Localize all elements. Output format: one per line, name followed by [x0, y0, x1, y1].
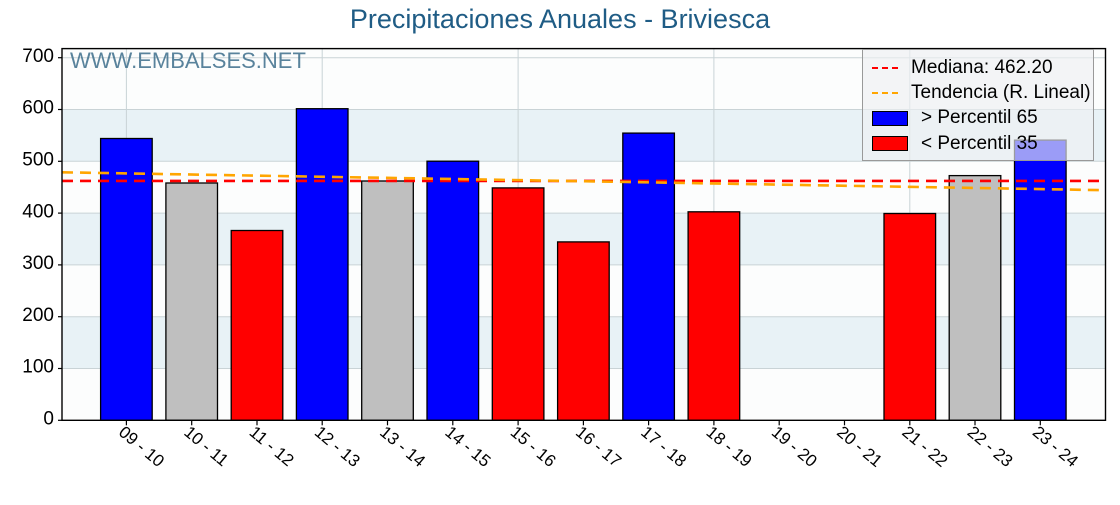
- svg-text:200: 200: [22, 305, 54, 326]
- svg-text:17 - 18: 17 - 18: [637, 422, 690, 471]
- svg-text:400: 400: [22, 201, 54, 222]
- svg-text:12 - 13: 12 - 13: [311, 422, 364, 471]
- svg-text:300: 300: [22, 253, 54, 274]
- svg-text:15 - 16: 15 - 16: [507, 422, 560, 471]
- svg-text:10 - 11: 10 - 11: [180, 422, 232, 470]
- svg-text:600: 600: [22, 98, 54, 119]
- svg-text:19 - 20: 19 - 20: [768, 422, 821, 471]
- svg-text:700: 700: [22, 46, 54, 67]
- svg-text:18 - 19: 18 - 19: [703, 422, 756, 471]
- svg-text:21 - 22: 21 - 22: [898, 422, 951, 471]
- svg-text:500: 500: [22, 150, 54, 171]
- svg-text:23 - 24: 23 - 24: [1029, 422, 1082, 471]
- svg-text:13 - 14: 13 - 14: [376, 422, 429, 471]
- svg-text:100: 100: [22, 357, 54, 378]
- svg-text:11 - 12: 11 - 12: [246, 422, 298, 470]
- svg-text:20 - 21: 20 - 21: [833, 422, 886, 471]
- svg-text:WWW.EMBALSES.NET: WWW.EMBALSES.NET: [70, 48, 306, 73]
- svg-text:22 - 23: 22 - 23: [964, 422, 1017, 471]
- svg-text:09 - 10: 09 - 10: [115, 422, 168, 471]
- svg-text:0: 0: [43, 409, 54, 430]
- svg-text:14 - 15: 14 - 15: [441, 422, 494, 471]
- svg-text:16 - 17: 16 - 17: [572, 422, 625, 471]
